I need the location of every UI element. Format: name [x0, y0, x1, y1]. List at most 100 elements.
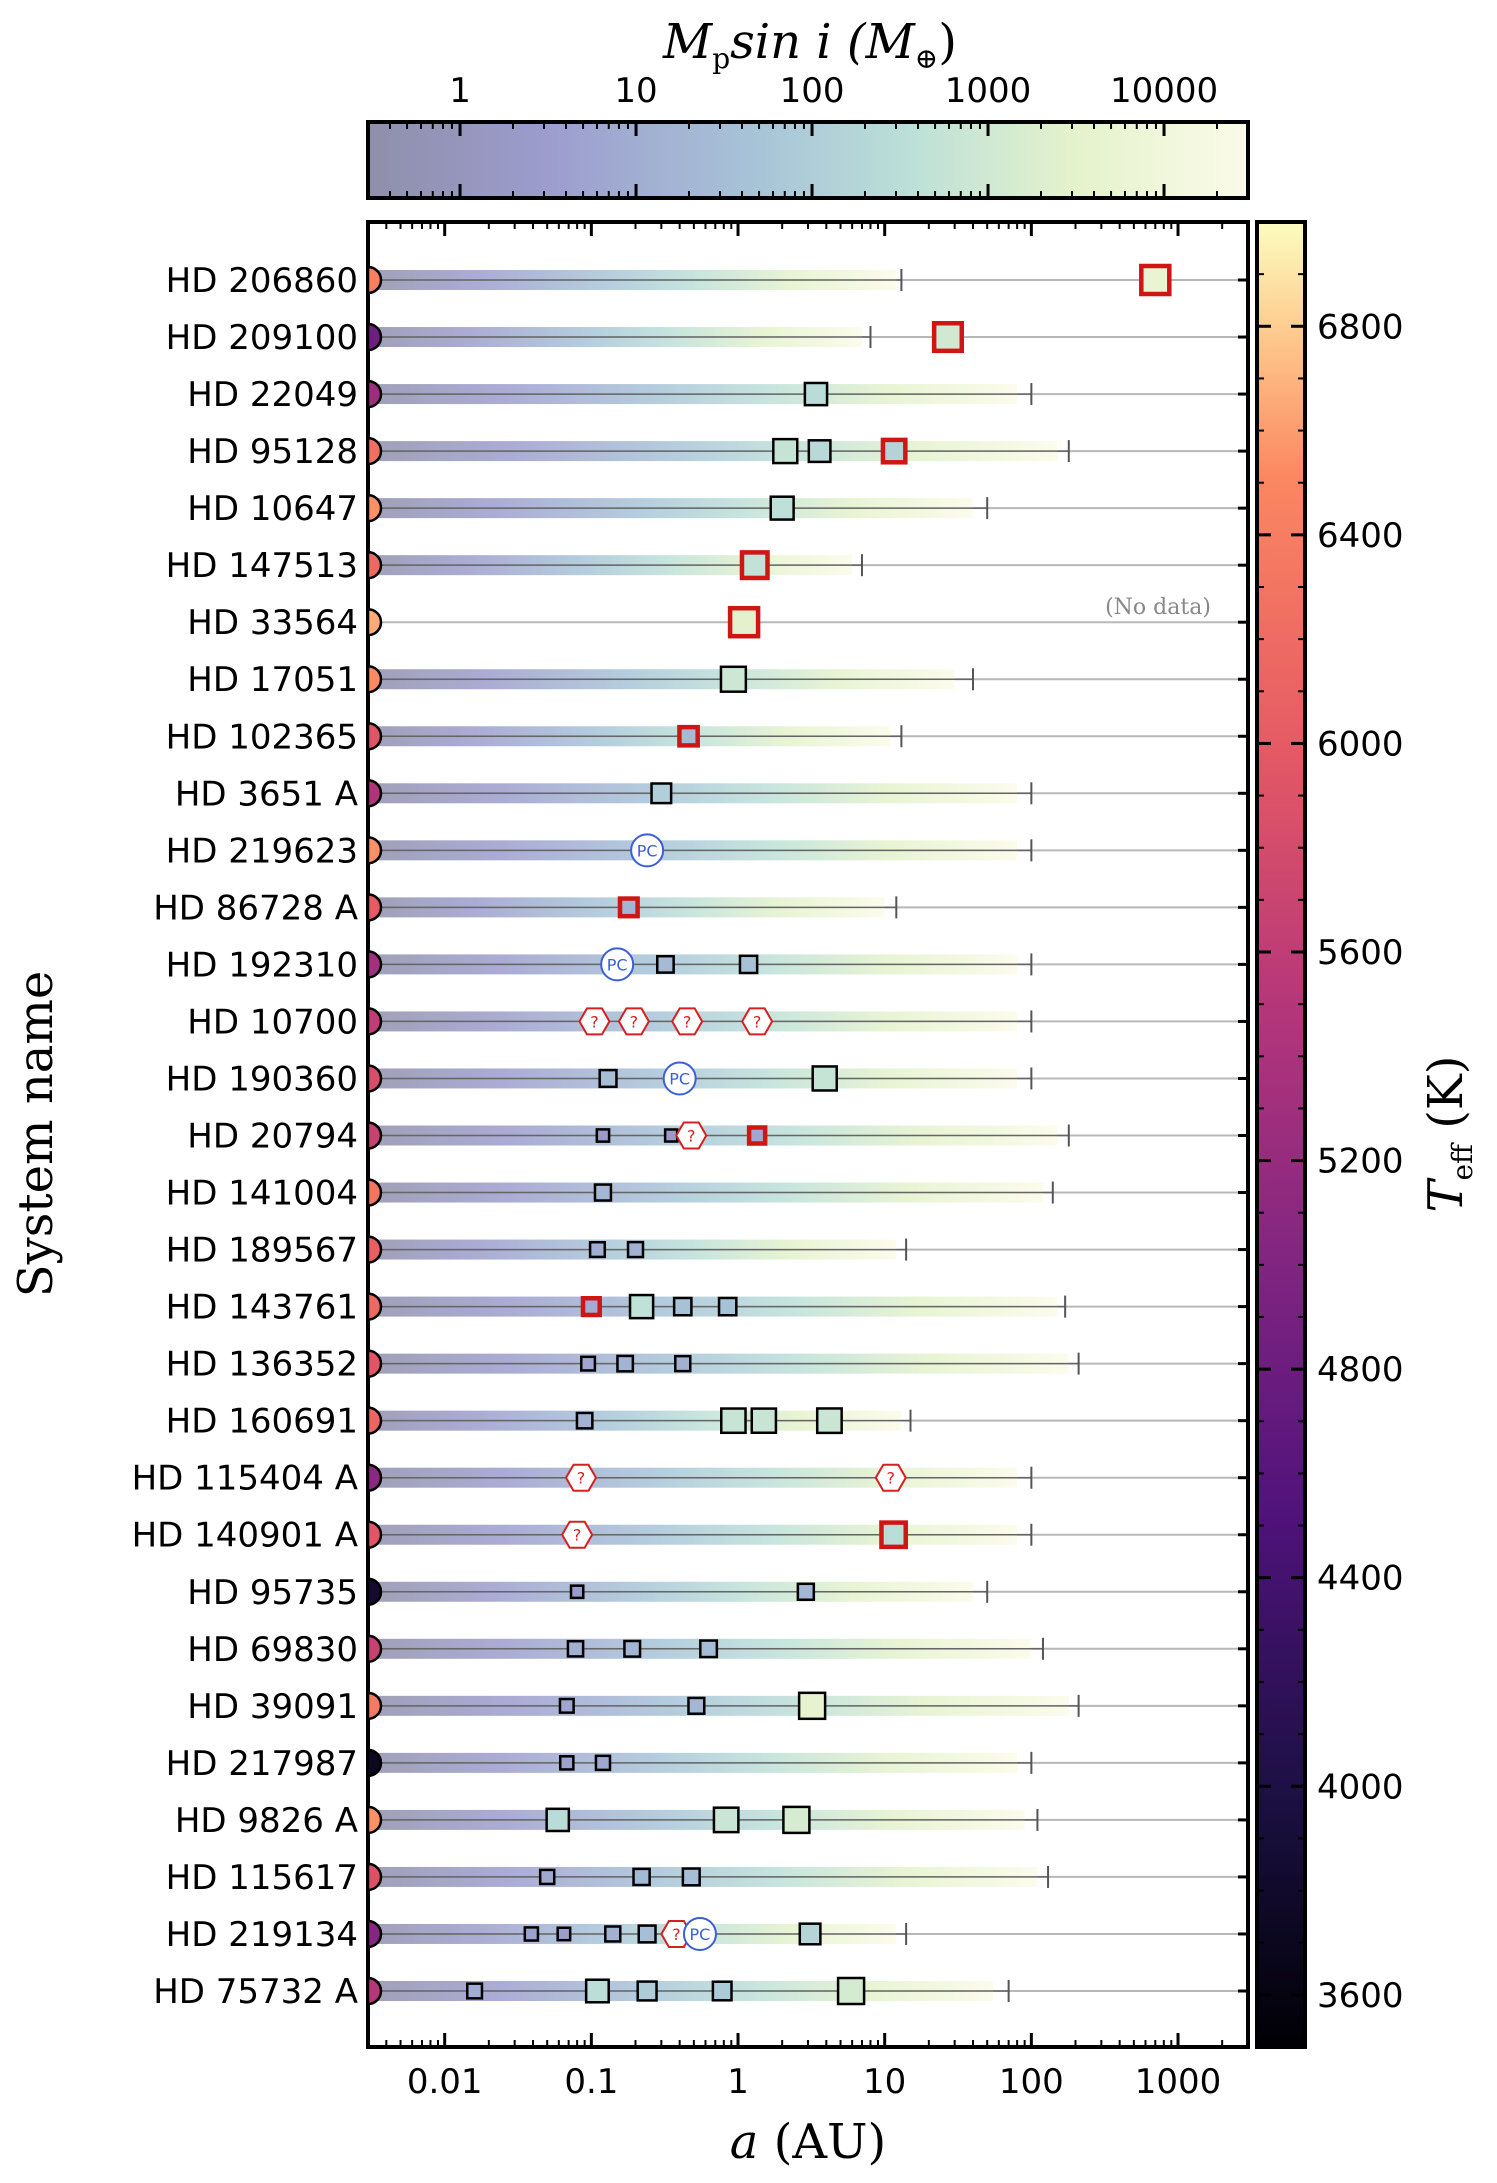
planet-marker: [626, 1240, 645, 1259]
system-name-label: HD 190360: [166, 1059, 358, 1099]
planet-marker: [575, 1411, 594, 1430]
unconfirmed-planet-label: ?: [577, 1469, 586, 1488]
host-star-marker: [366, 950, 383, 979]
system-name-label: HD 219134: [166, 1915, 358, 1955]
unconfirmed-planet-label: ?: [672, 1925, 681, 1944]
planet-marker: [815, 1407, 843, 1435]
host-star-marker: [366, 836, 383, 865]
teff-tick-label: 4000: [1317, 1767, 1404, 1807]
unconfirmed-planet-marker: [874, 1463, 907, 1492]
planet-marker: [719, 665, 748, 693]
host-star-marker: [366, 550, 383, 580]
host-star-marker: [366, 1292, 383, 1321]
planet-candidate-label: PC: [669, 1069, 690, 1088]
unconfirmed-planet-label: ?: [573, 1526, 582, 1545]
teff-tick-label: 6400: [1317, 516, 1404, 556]
host-star-marker: [366, 1121, 383, 1150]
system-name-label: HD 86728 A: [153, 888, 358, 928]
x-axis-title: a (AU): [730, 2114, 886, 2170]
mass-tick-label: 10: [614, 71, 657, 111]
system-name-label: HD 143761: [166, 1288, 358, 1328]
planet-marker: [566, 1639, 585, 1658]
planet-candidate-marker: [662, 1061, 697, 1096]
planet-marker: [593, 1183, 613, 1202]
no-data-note: (No data): [1105, 595, 1211, 620]
x-tick-label: 0.01: [407, 2062, 483, 2102]
host-star-marker: [366, 1520, 383, 1549]
host-star-marker: [366, 1235, 383, 1264]
planet-marker: [595, 1128, 611, 1143]
system-row: HD 10647: [187, 489, 1248, 529]
teff-colorbar-title: Teff (K): [1418, 1055, 1479, 1212]
x-tick-label: 1000: [1135, 2062, 1222, 2102]
planet-marker: [712, 1806, 740, 1834]
x-axis-ticks: 0.01 0.1 1 10 100 1000: [367, 222, 1249, 2102]
host-star-marker: [366, 493, 383, 523]
unconfirmed-planet-marker: [560, 1520, 594, 1549]
host-star-marker: [366, 1064, 383, 1093]
host-star-marker: [366, 779, 383, 808]
x-tick-label: 100: [999, 2062, 1064, 2102]
system-row: HD 86728 A: [153, 888, 1248, 928]
mass-tick-label: 1000: [945, 71, 1032, 111]
teff-tick-label: 4800: [1317, 1350, 1404, 1390]
unconfirmed-planet-label: ?: [687, 1127, 696, 1146]
planet-marker: [836, 1976, 866, 2006]
host-star-marker: [366, 1406, 383, 1435]
system-row: HD 17051: [187, 660, 1248, 700]
planet-marker: [569, 1584, 585, 1600]
host-star-marker: [366, 1976, 383, 2006]
planet-marker: [711, 1980, 733, 2002]
system-name-label: HD 136352: [166, 1345, 358, 1385]
planet-marker: [623, 1639, 642, 1658]
host-star-marker: [366, 1862, 383, 1892]
planet-marker: [655, 954, 675, 974]
system-row: HD 209100: [166, 318, 1248, 358]
planet-marker: [604, 1925, 622, 1943]
unconfirmed-planet-marker: [675, 1121, 708, 1150]
system-name-label: HD 206860: [166, 261, 358, 301]
planet-marker: [681, 1867, 701, 1887]
planet-marker: [616, 1354, 635, 1373]
host-star-marker: [366, 1463, 383, 1492]
system-name-label: HD 192310: [166, 945, 358, 985]
planet-marker: [545, 1807, 571, 1833]
teff-tick-label: 5600: [1317, 933, 1404, 973]
host-star-marker: [366, 893, 383, 922]
planet-marker: [699, 1639, 719, 1659]
host-star-marker: [366, 1349, 383, 1378]
system-row: HD 20794?: [187, 1117, 1248, 1157]
planet-marker-highlighted: [746, 1125, 768, 1146]
planet-marker: [594, 1754, 612, 1772]
system-row: HD 147513: [166, 546, 1248, 586]
planet-marker: [632, 1867, 651, 1887]
planet-marker: [798, 1922, 822, 1946]
unconfirmed-planet-marker: [578, 1007, 611, 1036]
host-star-marker: [366, 722, 383, 751]
system-name-label: HD 189567: [166, 1231, 358, 1271]
host-star-marker: [366, 1748, 383, 1778]
system-row: HD 143761: [166, 1288, 1248, 1328]
plot-area: HD 206860 HD 209100 HD 22049 HD 95128 HD 106…: [132, 220, 1250, 2102]
mass-tick-label: 10000: [1110, 71, 1218, 111]
planet-marker: [523, 1926, 540, 1942]
planet-marker: [674, 1354, 692, 1373]
planet-marker: [672, 1296, 693, 1317]
system-row: HD 9826 A: [175, 1801, 1248, 1841]
planet-marker-highlighted: [1139, 263, 1172, 297]
teff-tick-label: 4400: [1317, 1559, 1404, 1599]
host-star-marker: [366, 1691, 383, 1721]
x-tick-label: 10: [863, 2062, 906, 2102]
host-star-marker: [366, 436, 383, 466]
system-name-label: HD 9826 A: [175, 1801, 358, 1841]
system-row: HD 95128: [187, 432, 1248, 472]
system-row: HD 33564: [187, 603, 1248, 643]
system-row: HD 115404 A??: [132, 1459, 1248, 1499]
system-row: HD 217987: [166, 1744, 1248, 1784]
unconfirmed-planet-label: ?: [590, 1012, 599, 1031]
system-row: HD 39091: [187, 1687, 1248, 1727]
system-row: HD 219623 PC: [166, 831, 1248, 871]
planet-marker: [769, 495, 795, 521]
system-name-label: HD 22049: [187, 375, 358, 415]
system-row: HD 102365: [166, 717, 1248, 757]
